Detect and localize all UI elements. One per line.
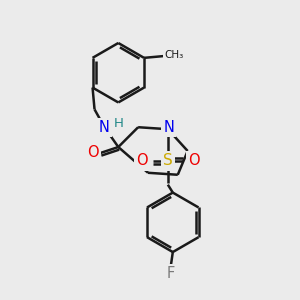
Text: N: N <box>99 120 110 135</box>
Text: O: O <box>136 153 148 168</box>
Text: F: F <box>167 266 175 281</box>
Text: S: S <box>163 153 173 168</box>
Text: CH₃: CH₃ <box>164 50 183 60</box>
Text: N: N <box>164 120 174 135</box>
Text: O: O <box>188 153 200 168</box>
Text: O: O <box>87 146 98 160</box>
Text: H: H <box>113 117 123 130</box>
